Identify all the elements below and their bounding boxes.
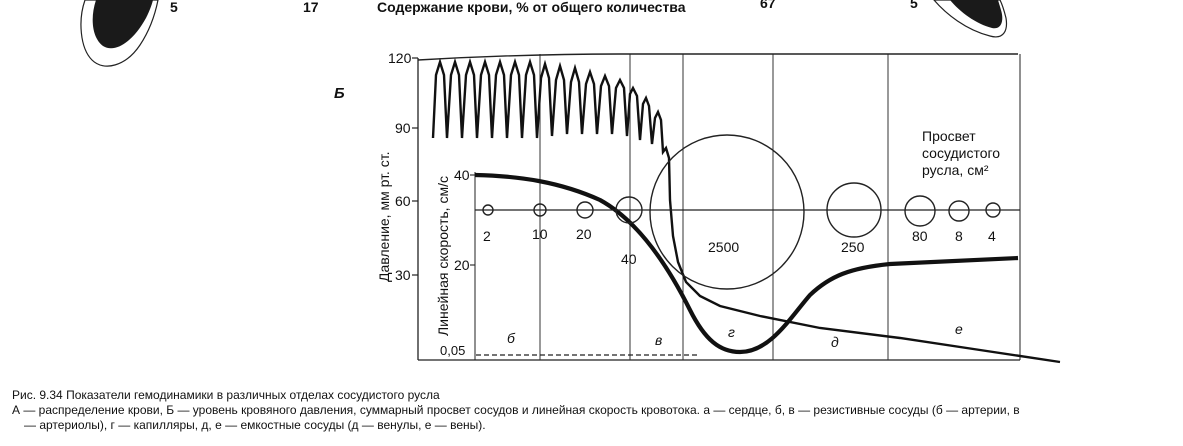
pressure-tick-120: 120 bbox=[388, 50, 412, 66]
pressure-axis-label: Давление, мм рт. ст. bbox=[376, 152, 392, 282]
lumen-value-20: 20 bbox=[576, 226, 592, 242]
pressure-curve bbox=[431, 57, 1061, 364]
lumen-label-line-2: сосудистого bbox=[922, 145, 1000, 161]
blood-count-heart: 5 bbox=[170, 0, 178, 15]
lumen-value-250: 250 bbox=[841, 239, 865, 255]
lumen-circle-2 bbox=[482, 204, 494, 216]
blood-count-large-veins: 5 bbox=[910, 0, 918, 11]
lumen-circle-8 bbox=[948, 200, 970, 222]
heart-silhouette-left bbox=[80, 0, 159, 67]
lumen-circle-40 bbox=[615, 196, 643, 224]
velocity-curve bbox=[474, 172, 1019, 355]
lumen-value-8: 8 bbox=[955, 228, 963, 244]
lumen-circle-2500 bbox=[649, 134, 805, 290]
lumen-value-80: 80 bbox=[912, 228, 928, 244]
caption-line-3: — артериолы), г — капилляры, д, е — емко… bbox=[24, 418, 486, 432]
lumen-circle-250 bbox=[826, 182, 882, 238]
figure-caption: Рис. 9.34 Показатели гемодинамики в разл… bbox=[12, 388, 1172, 433]
segment-label-e: е bbox=[955, 321, 963, 337]
lumen-value-2500: 2500 bbox=[708, 239, 739, 255]
blood-count-veins: 67 bbox=[760, 0, 776, 11]
caption-title: Рис. 9.34 Показатели гемодинамики в разл… bbox=[12, 388, 440, 402]
lumen-label-line-1: Просвет bbox=[922, 128, 976, 144]
blood-distribution-heading: Содержание крови, % от общего количества bbox=[377, 0, 686, 15]
lumen-circle-80 bbox=[904, 195, 936, 227]
velocity-tick-005: 0,05 bbox=[440, 343, 465, 358]
lumen-circle-10 bbox=[533, 203, 547, 217]
segment-label-d: д bbox=[831, 334, 839, 350]
segment-label-v: в bbox=[655, 332, 662, 348]
pressure-tick-60: 60 bbox=[395, 193, 411, 209]
panel-label-b: Б bbox=[334, 85, 345, 102]
lumen-circle-20 bbox=[576, 201, 594, 219]
lumen-value-4: 4 bbox=[988, 228, 996, 244]
lumen-value-10: 10 bbox=[532, 226, 548, 242]
pressure-tick-90: 90 bbox=[395, 120, 411, 136]
velocity-axis-ticks bbox=[470, 174, 475, 266]
lumen-circles bbox=[482, 134, 1001, 290]
lumen-value-40: 40 bbox=[621, 251, 637, 267]
velocity-axis-label: Линейная скорость, см/с bbox=[435, 176, 451, 336]
caption-line-2: А — распределение крови, Б — уровень кро… bbox=[12, 403, 1020, 417]
velocity-tick-20: 20 bbox=[454, 257, 470, 273]
hemodynamics-figure: 5 17 Содержание крови, % от общего колич… bbox=[80, 0, 1061, 364]
plot-frame bbox=[417, 54, 1021, 361]
blood-count-arteries: 17 bbox=[303, 0, 319, 15]
pressure-axis-ticks bbox=[412, 57, 418, 276]
pressure-tick-30: 30 bbox=[395, 267, 411, 283]
lumen-value-2: 2 bbox=[483, 228, 491, 244]
segment-label-b: б bbox=[507, 330, 516, 346]
velocity-tick-40: 40 bbox=[454, 167, 470, 183]
segment-label-g: г bbox=[728, 324, 735, 340]
pressure-envelope-top bbox=[417, 53, 1018, 61]
vein-silhouette-right bbox=[933, 0, 1008, 38]
lumen-label-line-3: русла, см² bbox=[922, 162, 989, 178]
lumen-circle-4 bbox=[985, 202, 1001, 218]
